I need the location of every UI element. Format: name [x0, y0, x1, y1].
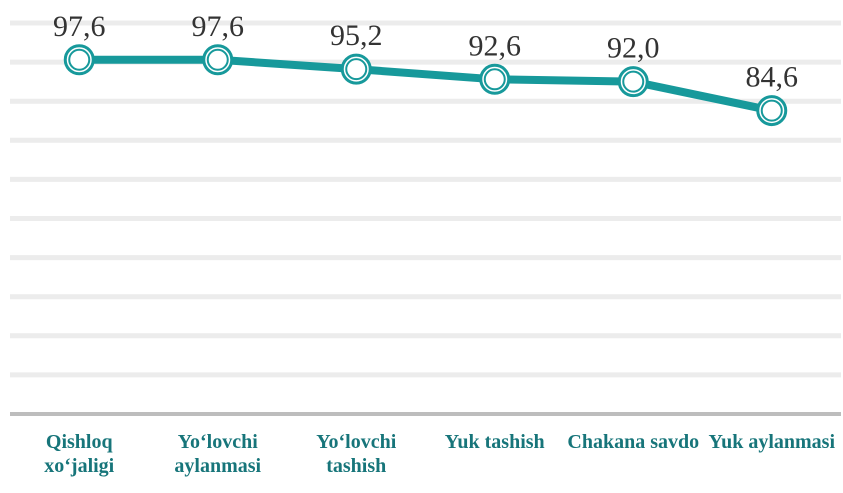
- marker: [617, 66, 649, 98]
- marker-inner: [622, 70, 645, 93]
- marker: [479, 63, 511, 95]
- marker: [756, 95, 788, 127]
- x-tick-label: Yuk tashish: [444, 431, 545, 453]
- marker-inner: [206, 48, 229, 71]
- data-label: 84,6: [746, 61, 799, 94]
- data-label: 97,6: [53, 10, 106, 43]
- marker: [202, 44, 234, 76]
- marker: [340, 53, 372, 85]
- marker: [63, 44, 95, 76]
- marker-inner: [345, 58, 368, 81]
- marker-inner: [483, 68, 506, 91]
- data-label: 97,6: [192, 10, 245, 43]
- x-tick-label: Qishloq xo‘jaligi: [44, 431, 115, 477]
- x-tick-label: Yo‘lovchi tashish: [316, 431, 397, 477]
- marker-inner: [760, 99, 783, 122]
- data-label: 95,2: [330, 19, 383, 52]
- x-tick-label: Yo‘lovchi aylanmasi: [174, 431, 262, 477]
- x-tick-label: Chakana savdo: [567, 431, 700, 453]
- line: [79, 55, 773, 115]
- data-label: 92,0: [607, 32, 660, 65]
- x-tick-label: Yuk aylanmasi: [708, 431, 836, 453]
- marker-inner: [68, 48, 91, 71]
- data-label: 92,6: [469, 29, 522, 62]
